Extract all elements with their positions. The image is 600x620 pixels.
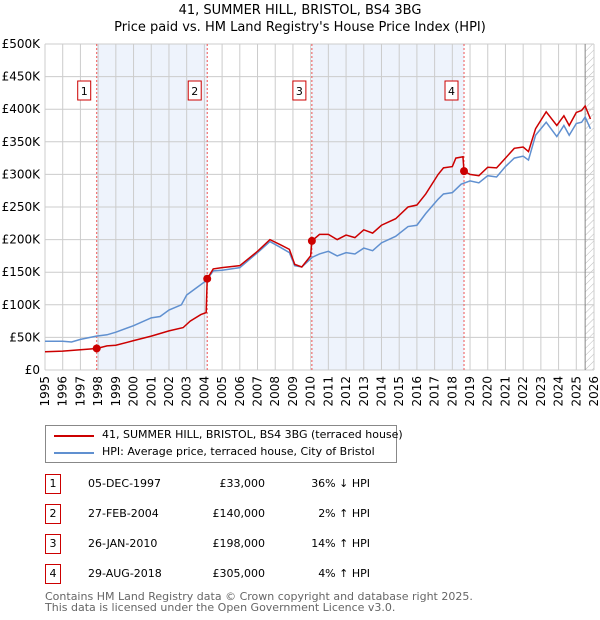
x-tick-label: 1998 [91,376,105,407]
sale-hpi-diff: 14% ↑ HPI [311,537,370,550]
sale-point [92,344,101,353]
x-tick-label: 2023 [534,376,548,407]
sale-marker-label: 3 [296,85,303,98]
x-tick-label: 2009 [286,376,300,407]
sale-point [307,236,316,245]
x-tick-label: 1997 [73,376,87,407]
x-tick-label: 2021 [498,376,512,407]
x-tick-label: 2018 [445,376,459,407]
legend-swatch-property [54,435,94,437]
sale-marker-box [444,80,459,101]
x-tick-label: 2024 [552,376,566,407]
x-tick-label: 2006 [233,376,247,407]
x-tick-label: 1996 [56,376,70,407]
x-tick-label: 2013 [357,376,371,407]
x-tick-label: 2016 [410,376,424,407]
x-tick-label: 2019 [463,376,477,407]
x-tick-label: 2000 [127,376,141,407]
footer-copyright: Contains HM Land Registry data © Crown c… [45,590,473,603]
x-tick-label: 2003 [180,376,194,407]
footer-licence: This data is licensed under the Open Gov… [45,601,396,614]
sale-price: £140,000 [212,507,266,520]
y-tick-label: £100K [2,298,42,312]
sale-date: 29-AUG-2018 [88,567,162,580]
price-chart: 1995 1996 1997 1998 1999 2000 2001 2002 2003 2004… [2,37,600,407]
y-tick-label: £300K [2,167,42,181]
sale-price: £33,000 [219,477,266,490]
x-tick-label: 1999 [109,376,123,407]
x-tick-label: 2012 [339,376,353,407]
x-tick-label: 2015 [392,376,406,407]
x-tick-label: 2008 [268,376,282,407]
x-tick-label: 2017 [428,376,442,407]
sale-point [460,167,469,176]
y-tick-label: £350K [2,135,42,149]
y-tick-label: £150K [2,265,42,279]
x-tick-label: 2025 [569,376,583,407]
hpi-line [45,115,592,343]
sale-number-badge: 4 [45,564,61,584]
sale-marker-label: 2 [191,85,198,98]
x-tick-label: 2022 [516,376,530,407]
x-tick-label: 2020 [481,376,495,407]
y-tick-label: £400K [2,102,42,116]
chart-subtitle: Price paid vs. HM Land Registry's House … [114,20,486,35]
sale-marker-box [77,80,92,101]
property-price-line [44,104,592,353]
x-tick-label: 2004 [197,376,211,407]
x-tick-label: 2010 [304,376,318,407]
sale-date: 26-JAN-2010 [88,537,158,550]
x-tick-label: 2014 [374,376,388,407]
sale-number-badge: 3 [45,534,61,554]
chart-title: 41, SUMMER HILL, BRISTOL, BS4 3BG [178,3,422,18]
x-tick-label: 2002 [162,376,176,407]
x-tick-label: 1995 [38,376,52,407]
y-tick-label: £50K [9,330,41,344]
sale-price: £198,000 [212,537,266,550]
x-tick-label: 2011 [321,376,335,407]
sale-price: £305,000 [212,567,266,580]
sale-number-badge: 1 [45,474,61,494]
x-tick-label: 2007 [251,376,265,407]
sale-marker-label: 4 [448,85,455,98]
y-tick-label: £450K [2,70,42,84]
sale-number-badge: 2 [45,504,61,524]
y-tick-label: £200K [2,233,42,247]
y-tick-label: £250K [2,200,42,214]
sale-hpi-diff: 2% ↑ HPI [318,507,370,520]
x-tick-label: 2001 [144,376,158,407]
sale-date: 27-FEB-2004 [88,507,159,520]
legend-label-hpi: HPI: Average price, terraced house, City… [102,445,375,458]
sale-marker-label: 1 [81,85,88,98]
legend-label-property: 41, SUMMER HILL, BRISTOL, BS4 3BG (terra… [102,428,403,441]
sale-marker-box [292,80,307,101]
x-tick-label: 2026 [587,376,600,407]
y-tick-label: £0 [25,363,40,377]
sale-hpi-diff: 4% ↑ HPI [318,567,370,580]
sale-marker-box [187,80,202,101]
sale-hpi-diff: 36% ↓ HPI [311,477,370,490]
sale-point [203,274,212,283]
sale-date: 05-DEC-1997 [88,477,162,490]
y-tick-label: £500K [2,37,42,51]
legend-swatch-hpi [54,452,94,454]
x-tick-label: 2005 [215,376,229,407]
legend: 41, SUMMER HILL, BRISTOL, BS4 3BG (terra… [45,425,403,463]
